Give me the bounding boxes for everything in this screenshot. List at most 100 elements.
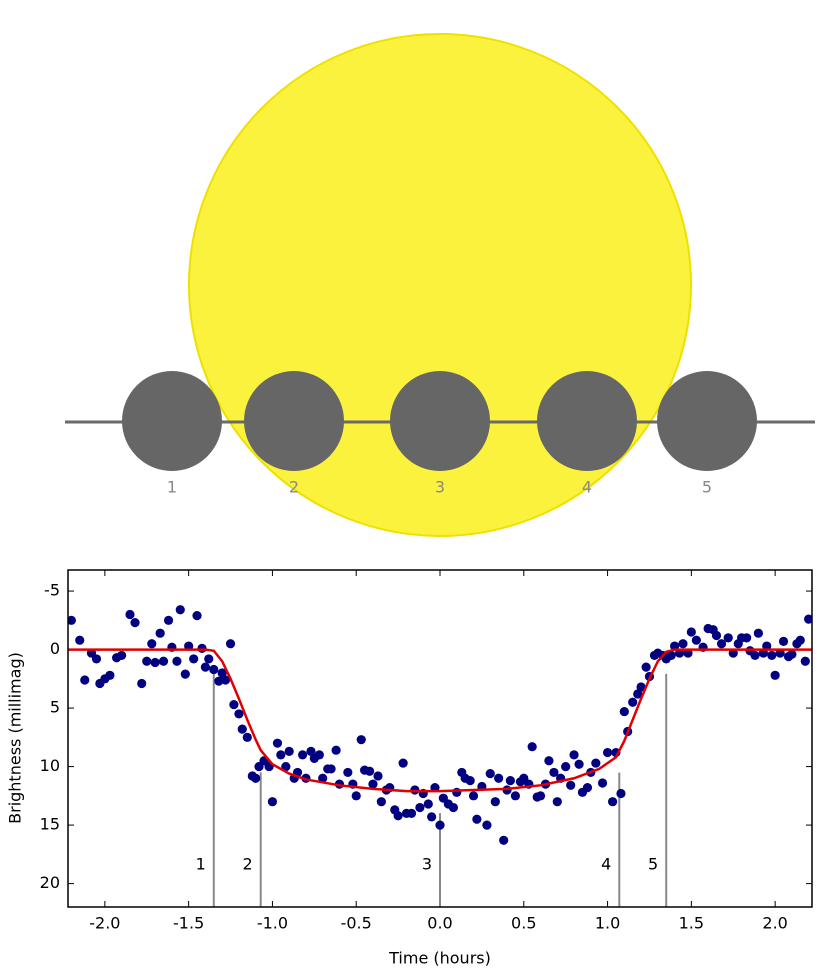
data-point	[209, 664, 219, 675]
data-point	[482, 820, 492, 830]
data-point	[180, 669, 190, 679]
data-point	[582, 783, 593, 793]
y-axis-label: Brightness (millimag)	[6, 652, 25, 824]
plot-frame	[67, 569, 813, 908]
planet	[537, 371, 637, 471]
y-tick-label: -5	[44, 581, 60, 600]
data-point	[326, 764, 336, 774]
planet-label: 5	[702, 478, 712, 497]
data-point	[750, 650, 760, 661]
data-point	[591, 758, 601, 768]
data-point	[200, 662, 211, 672]
data-point	[314, 750, 324, 760]
x-tick-label: -2.0	[89, 914, 120, 933]
data-point	[569, 750, 579, 760]
data-point	[150, 657, 160, 668]
data-point	[376, 797, 386, 807]
data-point	[435, 820, 445, 830]
data-point	[365, 766, 375, 776]
data-point	[666, 650, 676, 661]
data-point	[415, 802, 425, 813]
data-point	[686, 627, 696, 637]
data-point	[552, 797, 562, 807]
y-tick-label: 20	[40, 873, 60, 892]
data-point	[192, 611, 202, 621]
data-point	[155, 628, 165, 638]
data-point	[607, 797, 618, 807]
x-axis-label: Time (hours)	[388, 949, 491, 968]
data-point	[448, 802, 459, 813]
x-tick-label: 2.0	[762, 914, 787, 933]
x-tick-label: -1.0	[257, 914, 288, 933]
data-point	[544, 756, 554, 766]
event-label: 2	[243, 855, 253, 874]
data-point	[678, 639, 688, 649]
data-point	[276, 750, 286, 760]
data-point	[351, 791, 361, 801]
points	[68, 605, 812, 845]
data-point	[251, 773, 261, 783]
data-point	[485, 769, 495, 779]
x-tick-label: 1.0	[595, 914, 620, 933]
data-point	[427, 812, 437, 822]
x-tick-label: -1.5	[173, 914, 204, 933]
planet	[657, 371, 757, 471]
data-point	[597, 778, 608, 788]
planet	[390, 371, 490, 471]
data-point	[105, 670, 115, 680]
x-tick-label: -0.5	[341, 914, 372, 933]
data-point	[742, 633, 752, 643]
y-tick-label: 0	[50, 639, 60, 658]
data-point	[281, 761, 291, 772]
planet-label: 1	[167, 478, 177, 497]
data-point	[628, 697, 638, 707]
data-point	[778, 636, 789, 646]
data-point	[91, 654, 102, 664]
data-point	[398, 758, 408, 768]
data-point	[130, 618, 140, 628]
data-point	[217, 668, 227, 678]
data-point	[147, 639, 157, 649]
model-curve	[68, 648, 812, 793]
data-point	[343, 767, 353, 778]
data-point	[297, 750, 308, 760]
data-point	[373, 771, 383, 781]
data-point	[137, 678, 147, 689]
data-point	[549, 767, 559, 778]
data-point	[175, 605, 185, 615]
x-tick-label: 1.5	[679, 914, 704, 933]
data-point	[284, 746, 294, 756]
data-point	[225, 639, 236, 649]
data-point	[158, 656, 169, 666]
data-point	[691, 635, 701, 645]
data-point	[723, 633, 733, 643]
data-point	[204, 654, 214, 664]
data-point	[356, 735, 366, 745]
data-point	[616, 788, 626, 799]
data-point	[633, 689, 643, 699]
data-point	[602, 747, 613, 758]
event-label: 5	[648, 855, 658, 874]
data-point	[795, 635, 805, 645]
data-point	[767, 650, 777, 661]
data-point	[510, 791, 521, 801]
data-point	[117, 650, 127, 661]
data-point	[142, 656, 152, 666]
planet-label: 4	[582, 478, 592, 497]
data-point	[636, 682, 646, 692]
data-point	[68, 615, 76, 625]
data-point	[711, 630, 722, 641]
data-point	[368, 779, 378, 789]
data-point	[234, 709, 244, 719]
data-point	[318, 773, 328, 783]
planet	[244, 371, 344, 471]
data-point	[242, 732, 252, 742]
data-point	[490, 797, 500, 807]
x-tick-label: 0.0	[427, 914, 452, 933]
event-label: 1	[196, 855, 206, 874]
data-point	[716, 639, 727, 649]
data-point	[472, 814, 482, 824]
data-point	[465, 776, 475, 786]
data-point	[229, 699, 239, 710]
